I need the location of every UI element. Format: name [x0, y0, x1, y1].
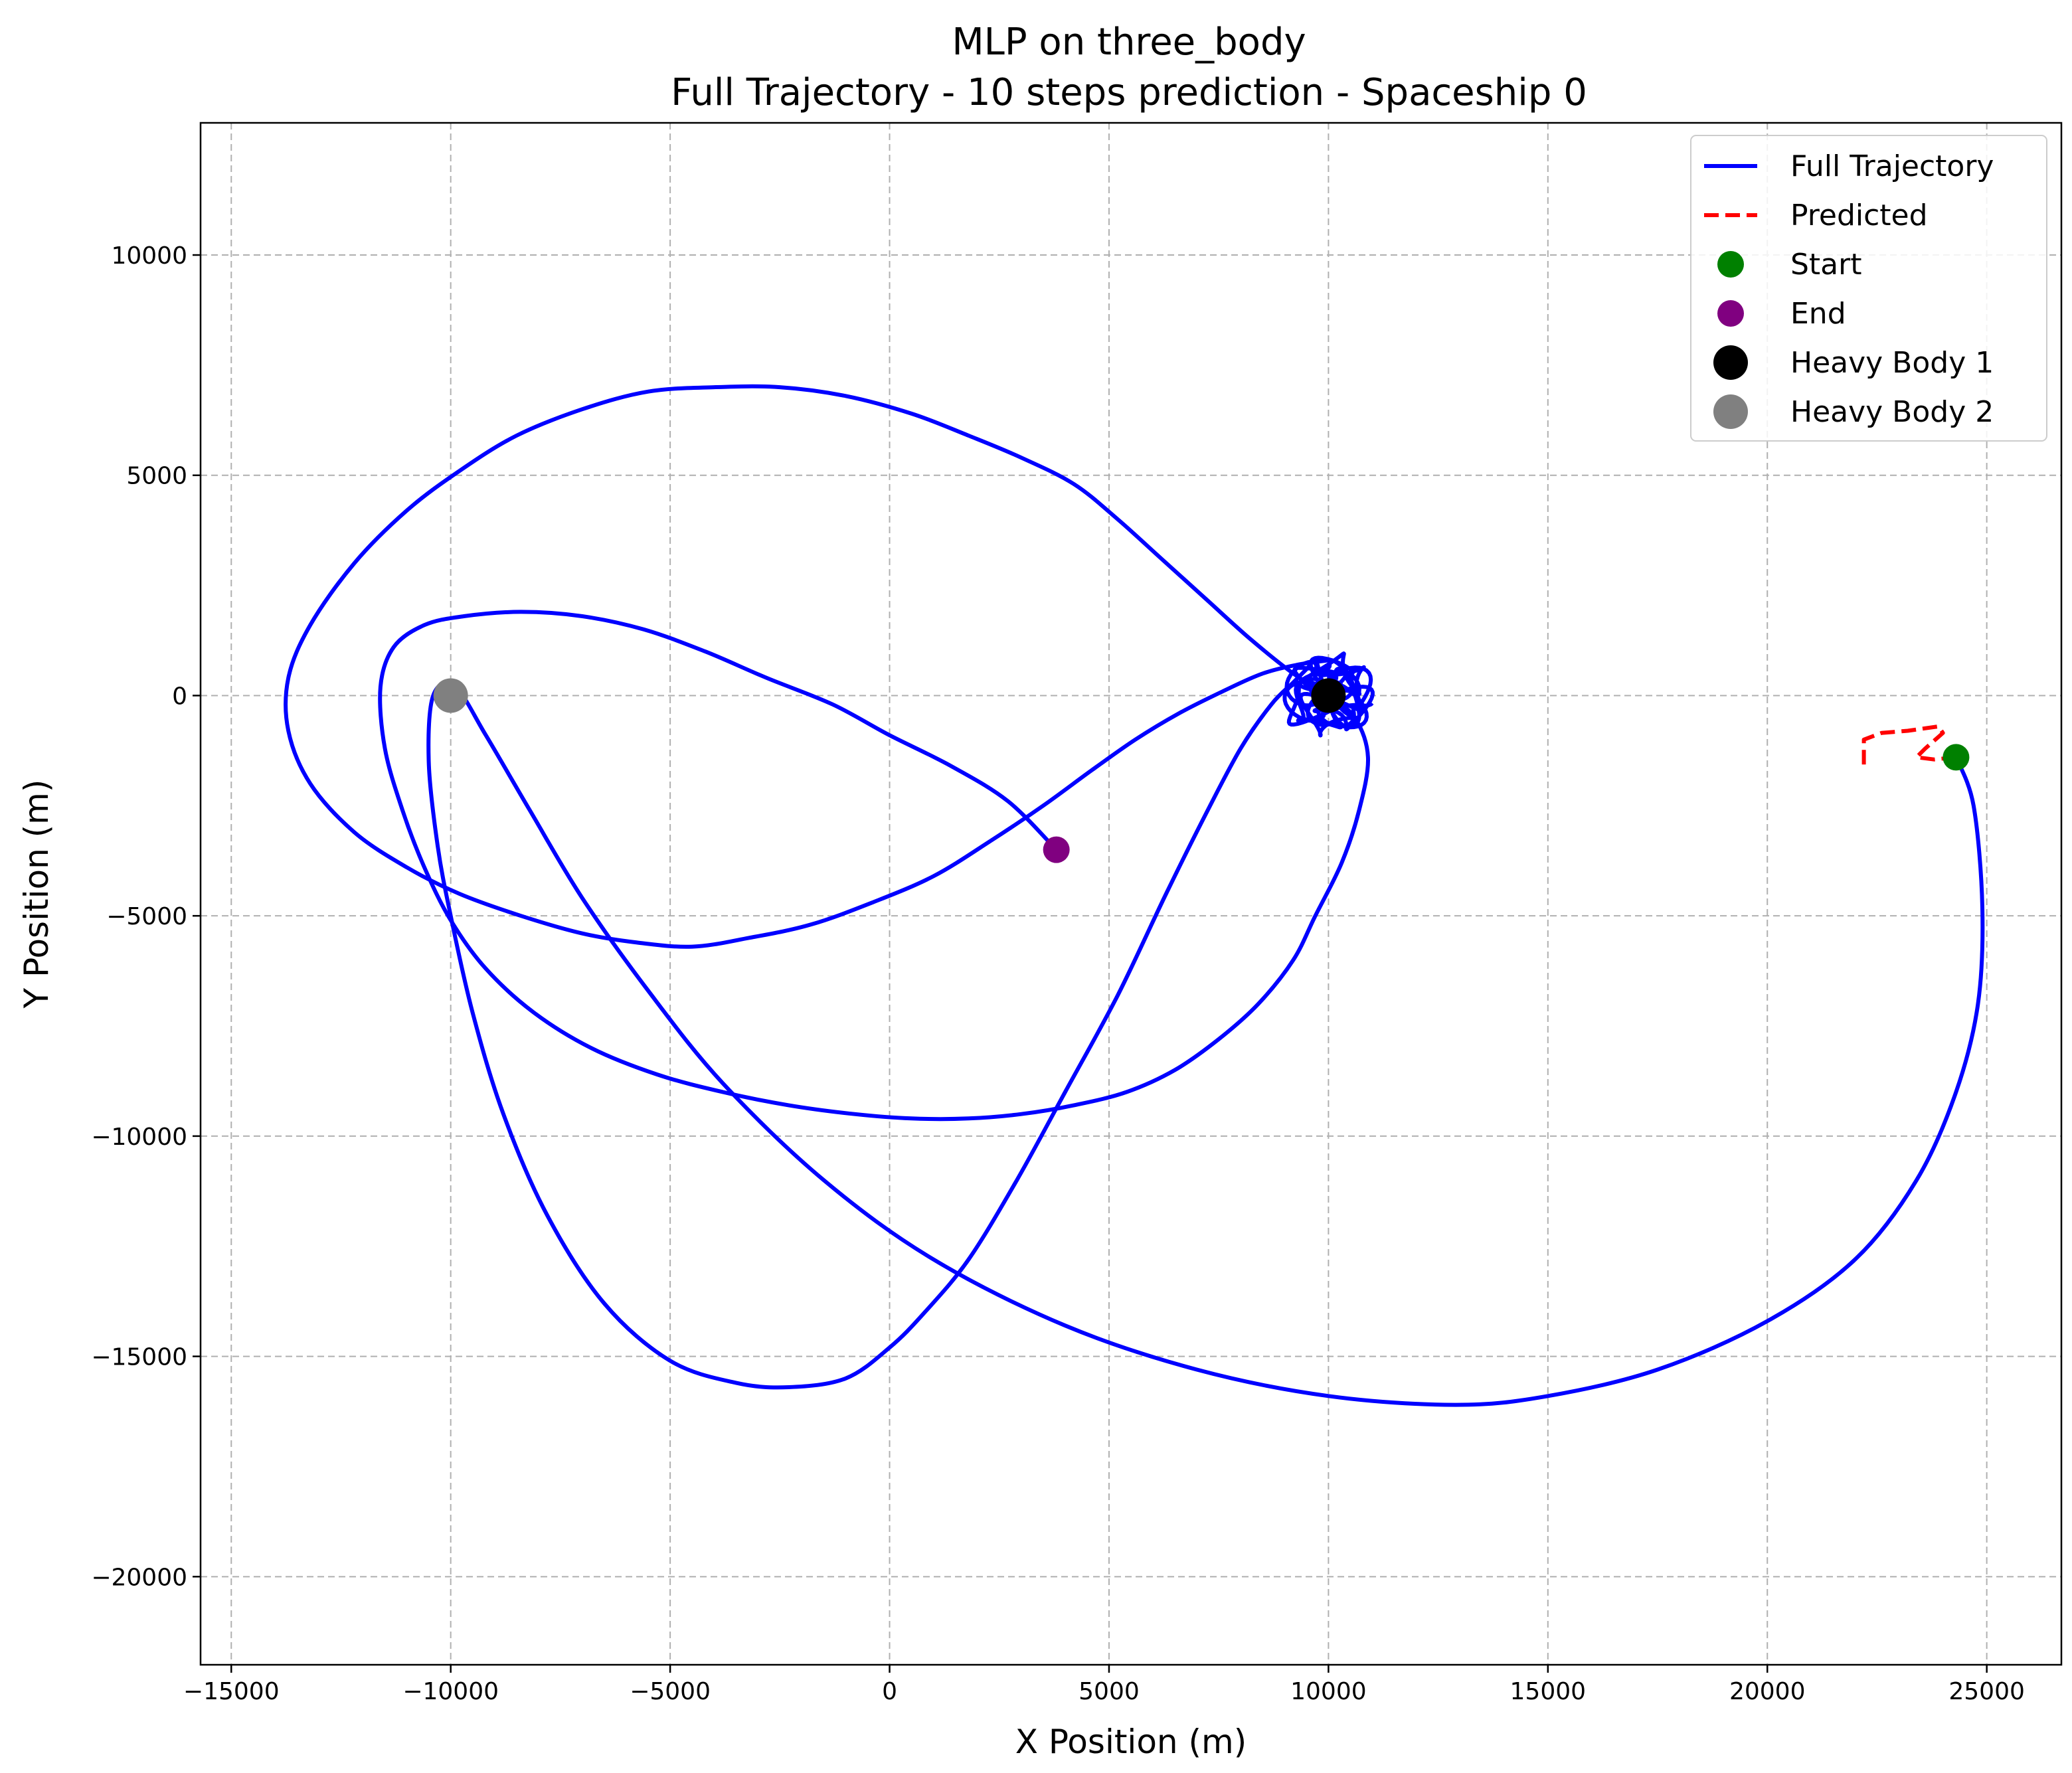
heavy-body-1-marker [1311, 678, 1346, 713]
legend-swatch-heavy-body-1 [1713, 345, 1748, 380]
legend-label-heavy-body-1: Heavy Body 1 [1790, 346, 1994, 380]
x-tick-label: −15000 [183, 1678, 280, 1705]
x-tick-label: 25000 [1948, 1678, 2025, 1705]
trajectory-segment-2 [378, 610, 1370, 1122]
legend: Full Trajectory Predicted Start End Heavy Bo… [1690, 135, 2047, 442]
x-axis-ticks: −15000 −10000 −5000 0 5000 10000 15000 20000 250… [183, 1665, 2025, 1705]
y-tick-label: −15000 [91, 1344, 187, 1371]
x-axis-label: X Position (m) [1015, 1723, 1247, 1761]
legend-label-predicted: Predicted [1790, 199, 1928, 232]
end-marker [1043, 836, 1070, 863]
x-tick-label: −10000 [402, 1678, 499, 1705]
x-tick-label: 5000 [1079, 1678, 1140, 1705]
chart-title-line1: MLP on three_body [952, 21, 1306, 64]
legend-label-heavy-body-2: Heavy Body 2 [1790, 395, 1994, 429]
trajectory-segment-0 [426, 658, 1985, 1407]
predicted-line [1861, 724, 1956, 766]
legend-swatch-heavy-body-2 [1713, 394, 1748, 429]
orbit-cluster [1282, 651, 1375, 738]
y-axis-label: Y Position (m) [17, 780, 56, 1009]
legend-label-full-trajectory: Full Trajectory [1790, 149, 1994, 183]
y-tick-label: 0 [172, 683, 187, 710]
y-tick-label: 10000 [111, 242, 187, 270]
heavy-body-2-marker [433, 678, 468, 713]
y-tick-label: −10000 [91, 1124, 187, 1151]
legend-swatch-start [1717, 251, 1744, 278]
legend-swatch-end [1717, 300, 1744, 327]
x-tick-label: −5000 [630, 1678, 711, 1705]
legend-box [1690, 135, 2047, 442]
y-tick-label: 5000 [126, 463, 187, 490]
x-tick-label: 15000 [1510, 1678, 1587, 1705]
start-marker [1942, 744, 1970, 771]
y-axis-ticks: −20000 −15000 −10000 −5000 0 5000 10000 [91, 242, 201, 1591]
y-tick-label: −20000 [91, 1564, 187, 1591]
chart-title-line2: Full Trajectory - 10 steps prediction - … [671, 71, 1587, 114]
y-tick-label: −5000 [106, 903, 187, 930]
x-tick-label: 20000 [1729, 1678, 1806, 1705]
x-tick-label: 0 [882, 1678, 897, 1705]
series-group [284, 384, 1985, 1407]
points-group [433, 678, 1970, 863]
legend-label-start: Start [1790, 248, 1862, 282]
x-tick-label: 10000 [1290, 1678, 1367, 1705]
plot-area [284, 384, 1985, 1407]
legend-label-end: End [1790, 297, 1846, 331]
trajectory-segment-1 [284, 384, 1331, 949]
axes-frame [199, 122, 2063, 1666]
